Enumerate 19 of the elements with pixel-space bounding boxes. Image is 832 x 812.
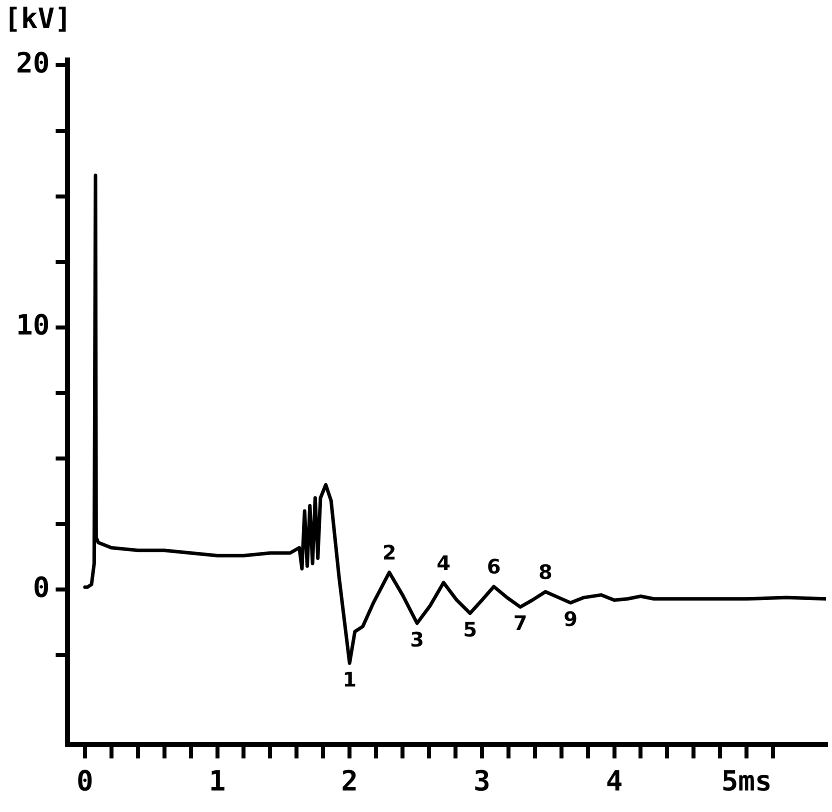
annotation: 7 bbox=[513, 611, 528, 636]
annotation: 1 bbox=[342, 667, 357, 692]
x-tick-label: 2 bbox=[341, 764, 358, 798]
x-tick-label: 4 bbox=[606, 764, 623, 798]
y-axis-title: [kV] bbox=[4, 2, 72, 35]
y-tick-label: 10 bbox=[16, 308, 50, 342]
x-tick-label: 5ms bbox=[721, 764, 772, 798]
annotation: 2 bbox=[382, 540, 396, 565]
annotation: 3 bbox=[410, 627, 424, 652]
y-tick-label: 0 bbox=[32, 570, 50, 604]
annotation: 6 bbox=[486, 554, 501, 579]
x-tick-label: 0 bbox=[76, 764, 94, 798]
annotation: 8 bbox=[538, 560, 552, 584]
y-tick-label: 20 bbox=[16, 46, 50, 80]
x-tick-label: 3 bbox=[473, 764, 490, 798]
annotation: 5 bbox=[463, 617, 477, 642]
annotation: 9 bbox=[564, 607, 578, 632]
annotation: 4 bbox=[436, 550, 451, 575]
x-tick-label: 1 bbox=[208, 764, 226, 798]
